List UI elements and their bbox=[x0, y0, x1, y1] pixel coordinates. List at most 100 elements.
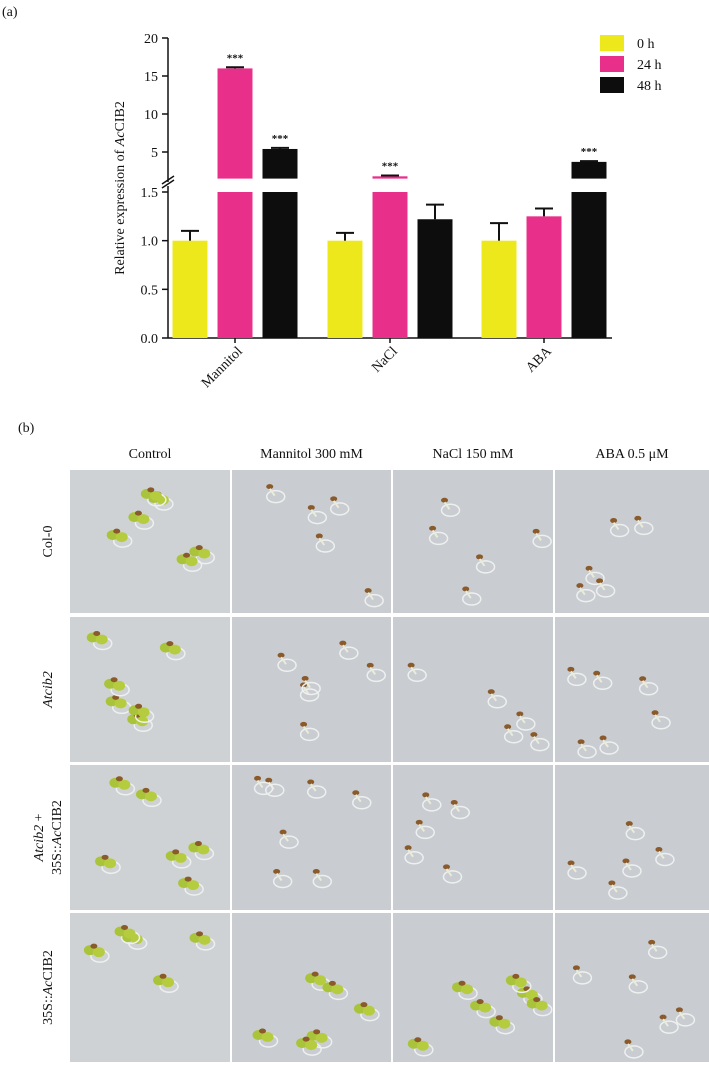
seed bbox=[450, 799, 458, 805]
seed-coat bbox=[530, 737, 550, 752]
radicle bbox=[268, 488, 276, 497]
axis-break bbox=[161, 179, 175, 189]
x-tick-label: NaCl bbox=[369, 344, 401, 376]
photo bbox=[70, 765, 230, 910]
seed-coat bbox=[315, 539, 336, 553]
legend-swatch bbox=[600, 56, 624, 72]
radicle bbox=[506, 728, 514, 737]
cotyledon bbox=[144, 791, 157, 802]
seed-coat bbox=[659, 1020, 679, 1034]
cotyledon bbox=[185, 556, 198, 567]
seed bbox=[458, 980, 466, 986]
seed bbox=[300, 721, 308, 727]
y-tick-label: 1.5 bbox=[141, 186, 159, 201]
radicle bbox=[418, 823, 426, 832]
column-header: Mannitol 300 mM bbox=[260, 447, 363, 462]
seed bbox=[675, 1007, 683, 1013]
seed bbox=[422, 792, 430, 798]
cotyledon bbox=[187, 880, 200, 891]
radicle bbox=[602, 739, 609, 748]
radicle bbox=[570, 670, 577, 679]
photo bbox=[232, 765, 391, 910]
bar bbox=[481, 240, 517, 338]
radicle bbox=[579, 587, 586, 596]
radicle bbox=[662, 1018, 669, 1027]
seed bbox=[504, 724, 512, 730]
seed-coat bbox=[404, 851, 424, 865]
radicle bbox=[310, 508, 318, 518]
radicle bbox=[445, 868, 453, 877]
seed bbox=[259, 1028, 267, 1034]
bar bbox=[217, 192, 253, 338]
bar bbox=[526, 216, 562, 338]
significance: *** bbox=[272, 133, 289, 145]
seed bbox=[142, 787, 150, 793]
row-label: 35S::AcCIB2 bbox=[41, 950, 56, 1025]
radicle bbox=[304, 679, 311, 689]
seed bbox=[567, 860, 575, 866]
photo bbox=[555, 470, 709, 613]
seed-coat bbox=[339, 646, 359, 660]
seed bbox=[407, 662, 415, 668]
seed bbox=[93, 630, 101, 636]
seed-coat bbox=[279, 835, 299, 849]
seed bbox=[328, 980, 336, 986]
row-label-part: CIB2 bbox=[41, 950, 56, 980]
seed bbox=[312, 869, 320, 875]
cotyledon bbox=[479, 1002, 492, 1013]
bar bbox=[262, 192, 298, 338]
cotyledon bbox=[174, 852, 187, 863]
seed-coat bbox=[312, 874, 333, 889]
seed bbox=[414, 1037, 422, 1043]
radicle bbox=[431, 529, 439, 538]
y-label-part: CIB2 bbox=[113, 101, 128, 131]
seed-coat bbox=[265, 783, 285, 798]
radicle bbox=[637, 519, 644, 528]
seed-coat bbox=[475, 560, 496, 574]
seed-coat bbox=[572, 971, 593, 985]
cotyledon bbox=[162, 977, 175, 988]
seed bbox=[172, 849, 180, 855]
cotyledon bbox=[115, 532, 128, 543]
seed-coat bbox=[415, 825, 435, 840]
seed-coat bbox=[442, 870, 463, 884]
photo bbox=[393, 765, 553, 910]
radicle bbox=[519, 715, 526, 724]
row-label-part: Col-0 bbox=[41, 526, 56, 558]
y-tick-label: 0.5 bbox=[141, 283, 159, 298]
cotyledon bbox=[113, 680, 126, 691]
row-label: Atcib2 bbox=[41, 671, 56, 709]
row-label-part: Atcib2 bbox=[32, 825, 47, 863]
seed bbox=[512, 973, 520, 979]
seed bbox=[360, 1002, 368, 1008]
legend-swatch bbox=[600, 35, 624, 51]
cotyledon bbox=[305, 1040, 318, 1051]
seed bbox=[311, 971, 319, 977]
legend-label: 0 h bbox=[637, 37, 655, 52]
row-label: Atcib2 + bbox=[32, 813, 47, 862]
radicle bbox=[612, 521, 620, 531]
seed-coat bbox=[329, 502, 350, 516]
seed bbox=[364, 588, 372, 594]
seed bbox=[610, 518, 618, 524]
seed bbox=[166, 641, 174, 647]
panel-label: (a) bbox=[2, 5, 18, 20]
bar bbox=[417, 219, 453, 338]
photo bbox=[555, 913, 709, 1062]
y-tick-label: 1.0 bbox=[141, 235, 159, 250]
seed-coat bbox=[567, 866, 587, 880]
y-tick-label: 20 bbox=[144, 32, 158, 47]
seed bbox=[622, 858, 630, 864]
seed bbox=[442, 864, 450, 870]
cotyledon bbox=[149, 490, 162, 501]
seed bbox=[183, 552, 191, 558]
seed bbox=[624, 1039, 632, 1045]
photo bbox=[393, 617, 553, 762]
seed bbox=[495, 1015, 503, 1021]
bar bbox=[372, 192, 408, 338]
radicle bbox=[650, 943, 658, 952]
seed-coat bbox=[516, 717, 536, 731]
seed-coat bbox=[592, 676, 613, 691]
radicle bbox=[678, 1011, 686, 1020]
legend-label: 24 h bbox=[637, 58, 662, 73]
